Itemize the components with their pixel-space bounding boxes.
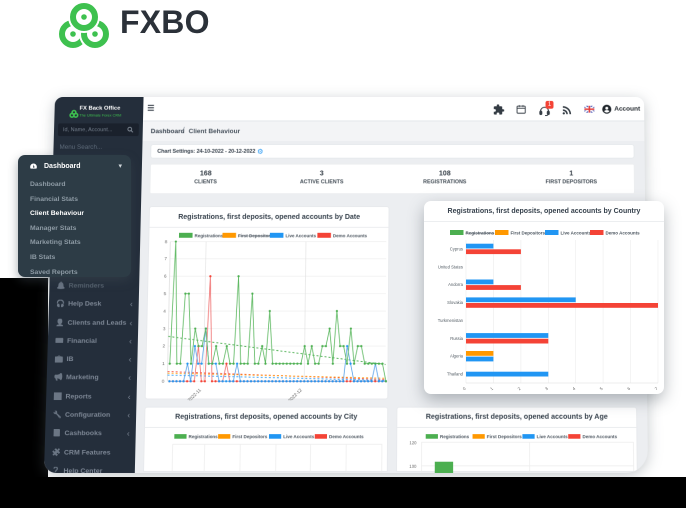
svg-text:8: 8 bbox=[165, 239, 168, 244]
svg-text:0: 0 bbox=[162, 379, 165, 384]
svg-text:Live Accounts: Live Accounts bbox=[285, 233, 316, 238]
svg-text:Demo Accounts: Demo Accounts bbox=[606, 231, 641, 236]
svg-text:Cyprus: Cyprus bbox=[450, 246, 463, 251]
svg-text:Slovakia: Slovakia bbox=[447, 300, 463, 305]
svg-text:Algeria: Algeria bbox=[450, 354, 464, 359]
svg-text:2: 2 bbox=[162, 343, 165, 348]
svg-text:Andorra: Andorra bbox=[448, 282, 464, 287]
svg-text:7: 7 bbox=[164, 256, 167, 261]
svg-text:Registrations: Registrations bbox=[466, 231, 495, 236]
svg-text:2022-12: 2022-12 bbox=[287, 387, 303, 400]
svg-text:3: 3 bbox=[544, 386, 550, 392]
svg-text:1: 1 bbox=[162, 361, 165, 366]
svg-text:First Depositors: First Depositors bbox=[487, 434, 523, 439]
svg-text:Registrations: Registrations bbox=[440, 434, 470, 439]
svg-text:2: 2 bbox=[517, 386, 523, 392]
svg-text:Demo Accounts: Demo Accounts bbox=[329, 434, 364, 439]
svg-text:100: 100 bbox=[409, 464, 417, 469]
svg-text:0: 0 bbox=[462, 386, 468, 392]
svg-text:Live Accounts: Live Accounts bbox=[537, 434, 569, 439]
svg-text:Demo Accounts: Demo Accounts bbox=[582, 434, 617, 439]
svg-text:6: 6 bbox=[626, 386, 632, 392]
svg-text:Thailand: Thailand bbox=[447, 372, 464, 377]
svg-text:120: 120 bbox=[409, 440, 417, 445]
svg-text:4: 4 bbox=[571, 386, 577, 392]
svg-text:6: 6 bbox=[164, 274, 167, 279]
svg-text:Demo Accounts: Demo Accounts bbox=[333, 233, 368, 238]
svg-text:Registrations: Registrations bbox=[195, 233, 224, 238]
svg-text:3: 3 bbox=[163, 326, 166, 331]
svg-text:2022-11: 2022-11 bbox=[187, 387, 203, 400]
svg-text:Live Accounts: Live Accounts bbox=[283, 434, 315, 439]
svg-text:4: 4 bbox=[163, 309, 166, 314]
svg-text:First Depositors: First Depositors bbox=[238, 233, 273, 238]
svg-text:First Depositors: First Depositors bbox=[511, 231, 546, 236]
svg-text:Russia: Russia bbox=[450, 336, 463, 341]
svg-text:7: 7 bbox=[654, 386, 660, 392]
svg-text:1: 1 bbox=[489, 386, 495, 392]
svg-text:First Depositors: First Depositors bbox=[232, 434, 268, 439]
svg-text:5: 5 bbox=[164, 291, 167, 296]
svg-text:Registrations: Registrations bbox=[189, 434, 219, 439]
svg-text:Live Accounts: Live Accounts bbox=[561, 231, 592, 236]
svg-text:United States: United States bbox=[438, 264, 463, 269]
svg-text:5: 5 bbox=[599, 386, 605, 392]
svg-text:Turkmenistan: Turkmenistan bbox=[438, 318, 464, 323]
